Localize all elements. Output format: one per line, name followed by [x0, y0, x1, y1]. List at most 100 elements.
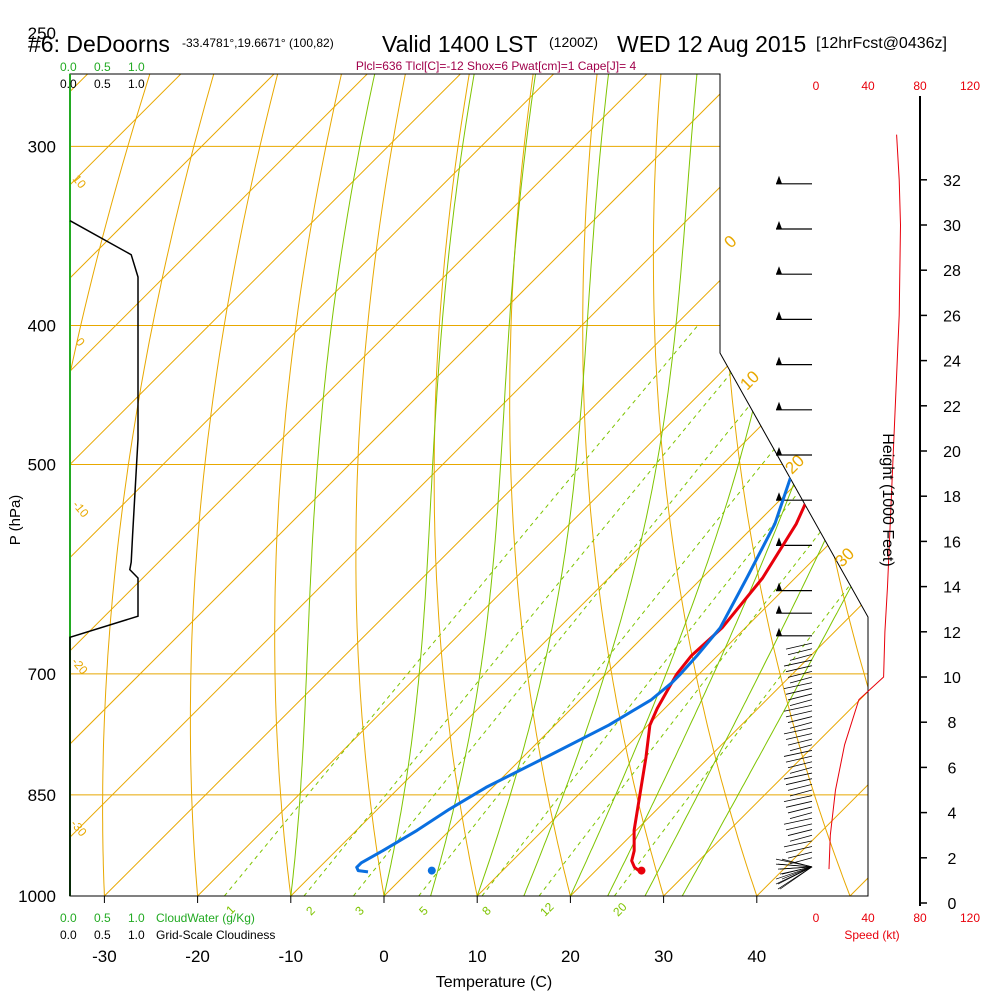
wind-barb-low — [787, 829, 813, 836]
wind-barbs — [775, 175, 813, 890]
height-axis-label: Height (1000 Feet) — [879, 433, 896, 566]
moist-adiabat — [476, 74, 618, 896]
isotherm-label: 30 — [831, 544, 858, 571]
wind-barb-flag — [776, 605, 782, 614]
dry-adiabat — [70, 74, 172, 896]
wind-barb-low — [785, 733, 813, 740]
dry-adiabat — [102, 74, 234, 896]
pressure-tick-label: 250 — [28, 24, 56, 43]
height-tick-label: 10 — [943, 670, 961, 687]
moist-adiabat — [569, 74, 811, 896]
station-coords: -33.4781°,19.6671° (100,82) — [182, 36, 334, 50]
surface-temperature-point — [637, 866, 646, 875]
mixing-ratio-line — [613, 325, 868, 896]
mixing-ratio-label: 12 — [537, 900, 557, 920]
isotherm-line — [70, 74, 409, 896]
date-label: WED 12 Aug 2015 — [617, 31, 806, 57]
mixing-ratio-line — [353, 325, 816, 896]
wind-barb-flag — [776, 356, 782, 365]
cloudiness-layer — [69, 220, 139, 896]
moist-adiabat — [607, 74, 868, 896]
left-isotherm-label: 0 — [73, 335, 88, 349]
background-grid — [70, 74, 868, 896]
height-tick-label: 12 — [943, 625, 961, 642]
wind-barb-low — [789, 767, 813, 774]
wind-barb-low — [789, 744, 813, 752]
wind-barb-low — [789, 812, 813, 819]
wind-barb-low — [789, 834, 813, 842]
temperature-tick-label: 40 — [747, 947, 766, 966]
wind-barb-low — [783, 795, 813, 803]
cloudiness-bottom-tick: 0.5 — [94, 928, 111, 942]
pressure-tick-label: 850 — [28, 786, 56, 805]
moist-adiabat — [290, 74, 391, 896]
mixing-ratio-line — [481, 325, 868, 896]
wind-barb-low — [785, 778, 813, 786]
moist-adiabat — [681, 74, 868, 896]
wind-barb-low — [787, 670, 813, 678]
wind-barb-low — [785, 755, 813, 763]
wind-barb-low — [785, 846, 813, 853]
wind-barb-low — [789, 699, 813, 706]
height-tick-label: 20 — [943, 444, 961, 461]
cloudiness-axis-label: Grid-Scale Cloudiness — [156, 928, 275, 942]
height-tick-label: 24 — [943, 354, 961, 371]
left-isotherm-label: 10 — [70, 172, 90, 191]
wind-barb-flag — [776, 266, 782, 275]
isotherm-line — [476, 74, 868, 896]
mixing-ratio-label: 20 — [610, 900, 630, 920]
speed-bottom-tick: 0 — [813, 911, 820, 925]
height-tick-label: 26 — [943, 308, 961, 325]
wind-barb-low — [783, 817, 813, 825]
cloud-water-bottom-tick: 1.0 — [128, 911, 145, 925]
y-axis-label: P (hPa) — [7, 495, 24, 546]
cloudiness-top-tick: 0.0 — [60, 77, 77, 91]
moist-adiabat — [430, 74, 547, 896]
mixing-ratio-line — [418, 325, 868, 896]
isotherm-line — [70, 74, 596, 896]
valid-time: Valid 1400 LST — [382, 31, 538, 57]
height-tick-label: 8 — [948, 715, 957, 732]
temperature-tick-label: 30 — [654, 947, 673, 966]
isotherm-line — [70, 74, 223, 896]
height-tick-label: 2 — [948, 851, 957, 868]
wind-barb-low — [787, 738, 813, 746]
isotherm-line — [70, 74, 782, 896]
wind-barb-low — [783, 659, 813, 667]
temperature-tick-label: -10 — [279, 947, 304, 966]
dry-adiabat — [582, 74, 665, 896]
wind-barb-low — [787, 761, 813, 769]
isotherm-line — [70, 74, 316, 896]
wind-barb-low — [785, 823, 813, 831]
wind-barb-flag — [776, 175, 782, 184]
speed-bottom-tick: 120 — [960, 911, 980, 925]
wind-barb-low — [783, 772, 813, 780]
height-tick-label: 30 — [943, 218, 961, 235]
wind-barb-flag — [776, 447, 782, 455]
wind-barb-low — [785, 800, 813, 808]
height-tick-label: 4 — [948, 806, 957, 823]
wind-barb-low — [787, 648, 813, 656]
wind-barb-low — [783, 840, 813, 848]
cloud-water-top-tick: 0.5 — [94, 60, 111, 74]
dry-adiabat — [189, 74, 296, 896]
dry-adiabat — [509, 74, 571, 896]
speed-top-tick: 0 — [813, 79, 820, 93]
cloudiness-top-tick: 1.0 — [128, 77, 145, 91]
wind-barb-surface — [777, 866, 813, 870]
isotherm-line — [70, 74, 502, 896]
dry-adiabat — [355, 74, 420, 896]
cloud-water-top-tick: 0.0 — [60, 60, 77, 74]
wind-barb-low — [787, 783, 813, 791]
wind-barb-low — [783, 727, 813, 735]
temperature-tick-label: 0 — [379, 947, 388, 966]
wind-barb-surface — [775, 866, 813, 880]
stability-indices: Plcl=636 Tlcl[C]=-12 Shox=6 Pwat[cm]=1 C… — [356, 59, 637, 73]
height-tick-label: 0 — [948, 896, 957, 913]
mixing-ratio-line — [224, 325, 699, 896]
mixing-ratio-label: 3 — [352, 903, 367, 918]
wind-barb-flag — [776, 221, 782, 229]
mixing-ratio-line — [538, 325, 868, 896]
forecast-label: [12hrFcst@0436z] — [816, 35, 947, 52]
